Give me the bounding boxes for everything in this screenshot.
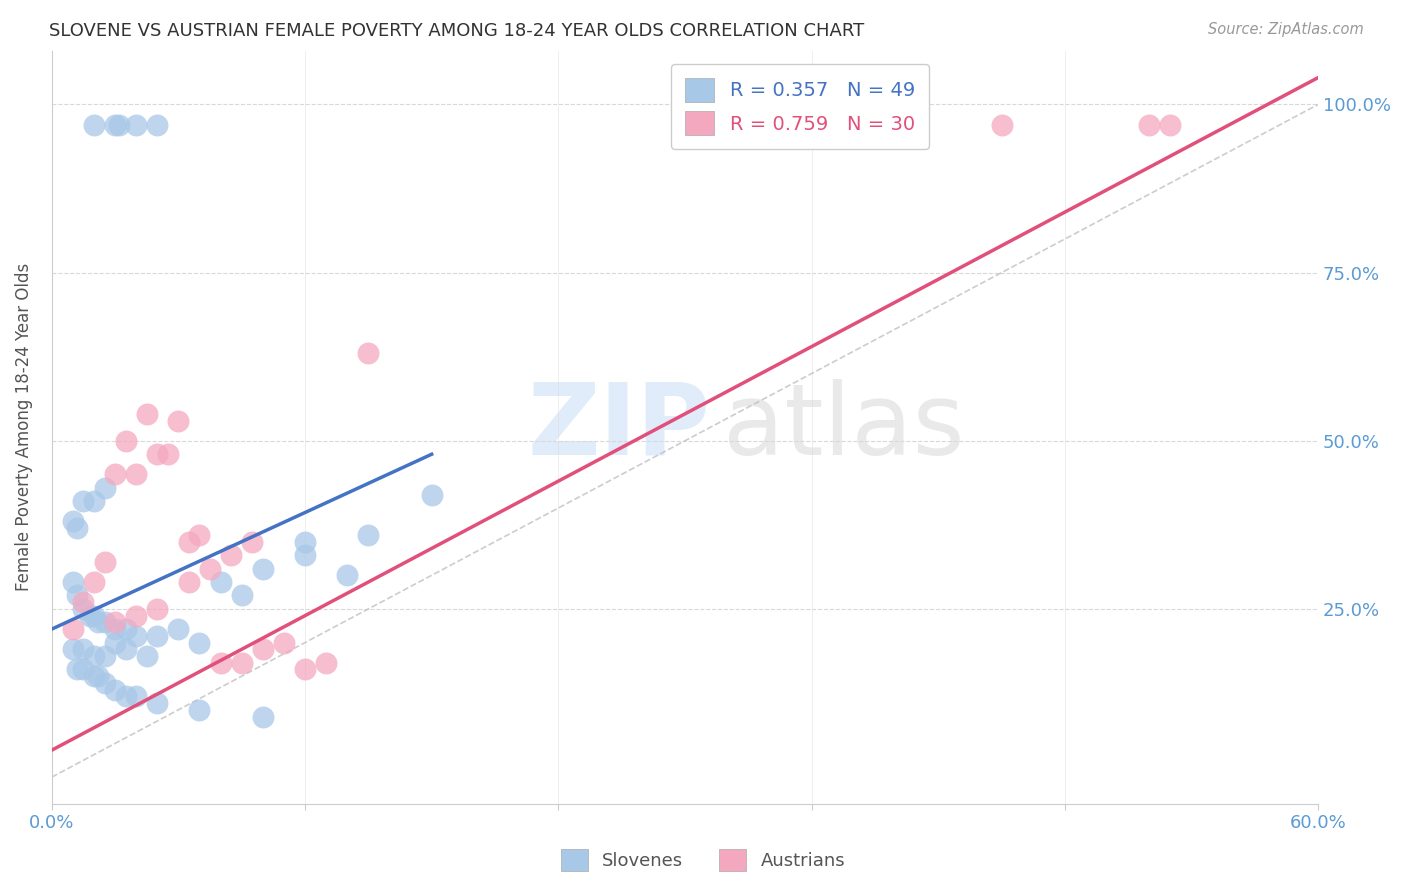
Point	[135, 648, 157, 663]
Point	[62, 574, 84, 589]
Point	[336, 568, 359, 582]
Point	[104, 467, 127, 482]
Point	[1137, 118, 1160, 132]
Point	[156, 447, 179, 461]
Point	[420, 487, 443, 501]
Point	[104, 635, 127, 649]
Point	[240, 534, 263, 549]
Point	[72, 602, 94, 616]
Point	[209, 574, 232, 589]
Point	[198, 561, 221, 575]
Point	[273, 635, 295, 649]
Point	[146, 447, 169, 461]
Point	[62, 515, 84, 529]
Point	[188, 528, 211, 542]
Point	[188, 635, 211, 649]
Point	[125, 118, 148, 132]
Point	[315, 656, 337, 670]
Point	[93, 615, 115, 630]
Point	[93, 555, 115, 569]
Point	[87, 669, 110, 683]
Point	[66, 521, 89, 535]
Point	[87, 615, 110, 630]
Text: ZIP: ZIP	[527, 379, 710, 475]
Point	[72, 642, 94, 657]
Point	[252, 709, 274, 723]
Legend: R = 0.357   N = 49, R = 0.759   N = 30: R = 0.357 N = 49, R = 0.759 N = 30	[671, 64, 928, 149]
Point	[252, 561, 274, 575]
Point	[93, 481, 115, 495]
Point	[990, 118, 1012, 132]
Point	[125, 629, 148, 643]
Point	[135, 407, 157, 421]
Point	[104, 682, 127, 697]
Point	[93, 648, 115, 663]
Point	[83, 494, 105, 508]
Point	[357, 528, 380, 542]
Point	[62, 642, 84, 657]
Point	[104, 118, 127, 132]
Point	[83, 118, 105, 132]
Point	[83, 648, 105, 663]
Point	[294, 534, 316, 549]
Point	[177, 574, 200, 589]
Point	[209, 656, 232, 670]
Point	[252, 642, 274, 657]
Point	[114, 622, 136, 636]
Point	[72, 595, 94, 609]
Point	[104, 622, 127, 636]
Point	[177, 534, 200, 549]
Point	[146, 118, 169, 132]
Y-axis label: Female Poverty Among 18-24 Year Olds: Female Poverty Among 18-24 Year Olds	[15, 263, 32, 591]
Point	[125, 467, 148, 482]
Point	[188, 703, 211, 717]
Point	[72, 494, 94, 508]
Point	[294, 663, 316, 677]
Point	[219, 548, 242, 562]
Point	[83, 608, 105, 623]
Point	[72, 663, 94, 677]
Point	[146, 696, 169, 710]
Point	[231, 656, 253, 670]
Point	[167, 414, 190, 428]
Point	[125, 690, 148, 704]
Point	[231, 589, 253, 603]
Text: SLOVENE VS AUSTRIAN FEMALE POVERTY AMONG 18-24 YEAR OLDS CORRELATION CHART: SLOVENE VS AUSTRIAN FEMALE POVERTY AMONG…	[49, 22, 865, 40]
Point	[146, 602, 169, 616]
Point	[108, 118, 131, 132]
Point	[114, 690, 136, 704]
Point	[93, 676, 115, 690]
Text: atlas: atlas	[723, 379, 965, 475]
Point	[125, 608, 148, 623]
Point	[114, 434, 136, 448]
Point	[66, 663, 89, 677]
Text: Source: ZipAtlas.com: Source: ZipAtlas.com	[1208, 22, 1364, 37]
Point	[62, 622, 84, 636]
Point	[104, 615, 127, 630]
Legend: Slovenes, Austrians: Slovenes, Austrians	[554, 842, 852, 879]
Point	[167, 622, 190, 636]
Point	[114, 642, 136, 657]
Point	[357, 346, 380, 360]
Point	[1159, 118, 1181, 132]
Point	[66, 589, 89, 603]
Point	[146, 629, 169, 643]
Point	[83, 574, 105, 589]
Point	[83, 669, 105, 683]
Point	[79, 608, 101, 623]
Point	[294, 548, 316, 562]
